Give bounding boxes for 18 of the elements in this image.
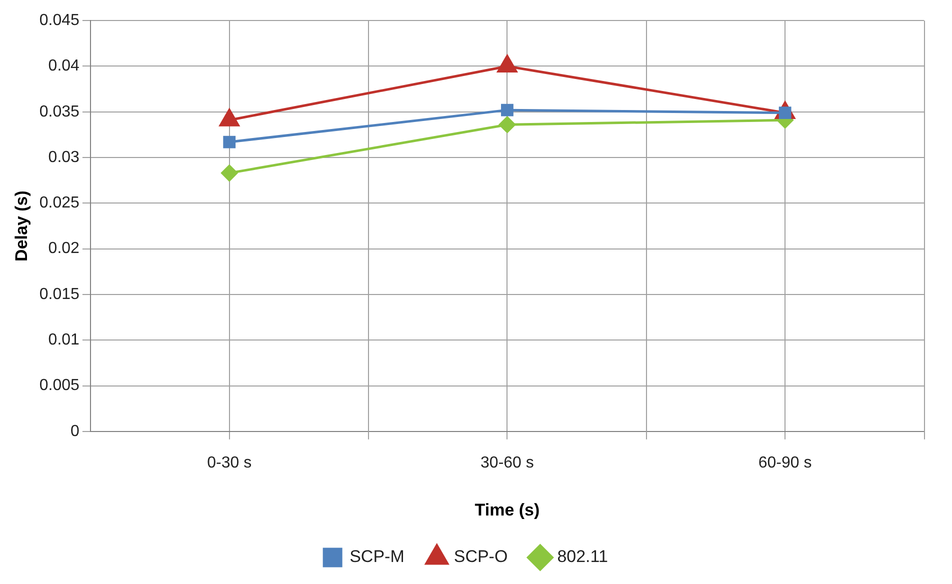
legend-label: SCP-O [454,547,508,566]
y-tick-label: 0.035 [39,103,80,120]
y-tick-label: 0.02 [48,240,80,258]
y-tick-label: 0.015 [39,286,80,303]
y-tick-label: 0.025 [39,194,80,212]
y-tick-label: 0 [70,422,80,440]
y-axis-title: Delay (s) [12,190,31,262]
x-axis-title: Time (s) [474,500,540,520]
y-tick-label: 0.045 [39,12,80,30]
y-tick-label: 0.005 [39,377,80,394]
legend-label: SCP-M [350,547,404,566]
y-tick-label: 0.03 [48,148,80,166]
legend-label: 802.11 [557,547,608,566]
y-tick-label: 0.01 [48,332,80,349]
x-tick-label: 30-60 s [480,454,534,472]
x-tick-label: 60-90 s [758,454,812,472]
y-tick-label: 0.04 [48,58,80,75]
x-tick-label: 0-30 s [207,454,252,472]
